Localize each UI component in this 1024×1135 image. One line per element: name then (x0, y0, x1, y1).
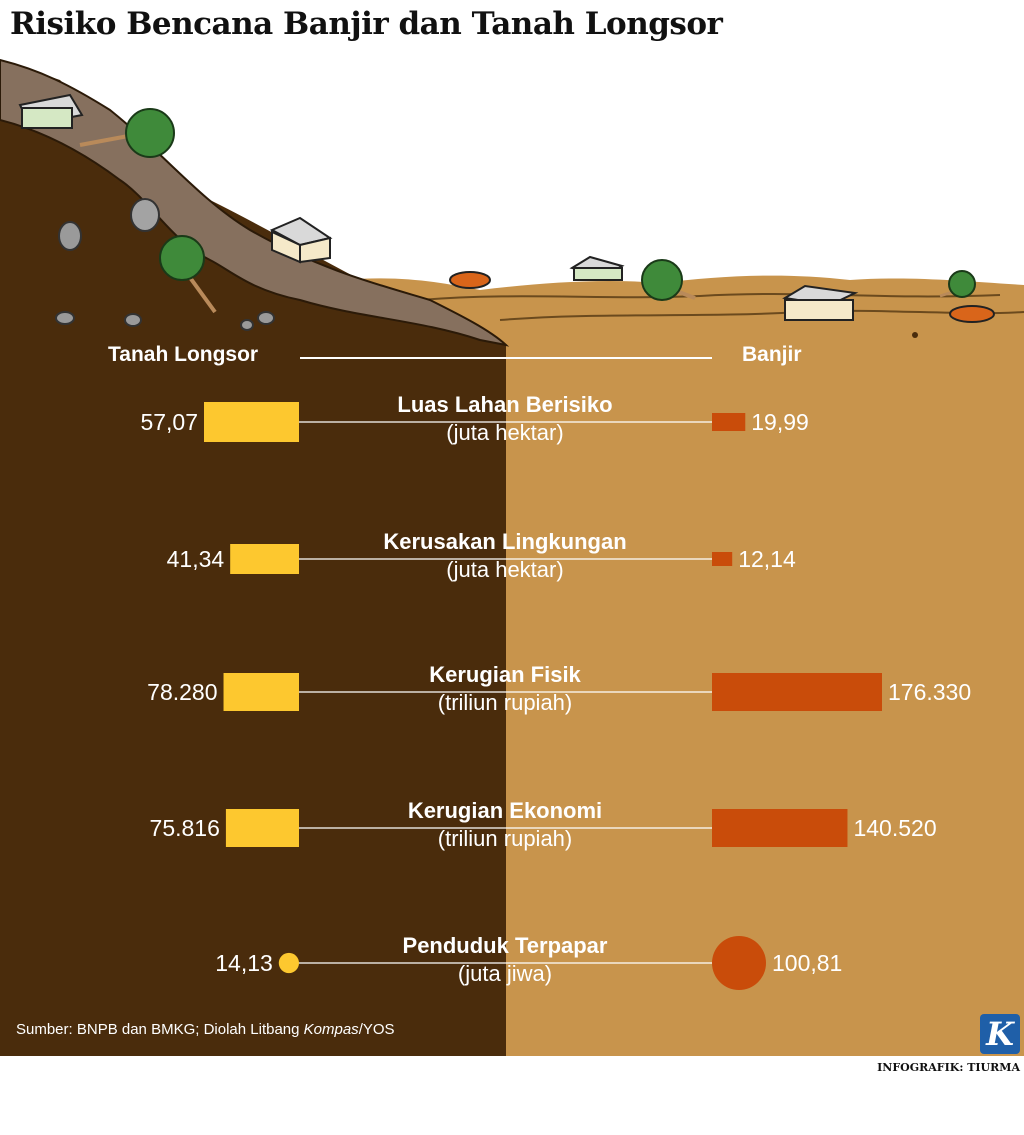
chart-marks (204, 402, 882, 990)
category-label: Kerugian Fisik (triliun rupiah) (300, 662, 710, 718)
house-icon (782, 284, 859, 321)
category-label: Kerusakan Lingkungan (juta hektar) (300, 529, 710, 585)
rock (58, 221, 82, 251)
bar-banjir (712, 673, 882, 711)
category-name: Luas Lahan Berisiko (397, 392, 613, 417)
category-name: Kerusakan Lingkungan (383, 529, 627, 554)
value-label-banjir: 176.330 (888, 679, 972, 705)
tree-icon (79, 108, 175, 158)
bar-tanah-longsor (230, 544, 299, 574)
source-note: Sumber: BNPB dan BMKG; Diolah Litbang Ko… (16, 1021, 395, 1038)
category-label: Luas Lahan Berisiko (juta hektar) (300, 392, 710, 448)
infographic-credit: INFOGRAFIK: TIURMA (877, 1061, 1020, 1074)
series-header-banjir: Banjir (742, 343, 802, 366)
category-label: Penduduk Terpapar (juta jiwa) (300, 933, 710, 989)
chart-title: Risiko Bencana Banjir dan Tanah Longsor (10, 6, 723, 42)
house-icon (18, 93, 84, 129)
rock (257, 311, 275, 325)
tree-icon (159, 235, 217, 314)
source-suffix: /YOS (358, 1021, 395, 1038)
value-label-banjir: 100,81 (772, 950, 843, 976)
source-italic: Kompas (303, 1021, 359, 1038)
tree-icon (939, 270, 976, 298)
tree-icon (641, 259, 696, 301)
value-label-banjir: 140.520 (853, 815, 937, 841)
rock (130, 198, 160, 232)
house-icon (569, 255, 625, 281)
bar-banjir (712, 552, 733, 566)
value-label-tanah-longsor: 41,34 (166, 546, 225, 572)
circle-tanah-longsor (278, 952, 299, 974)
value-label-tanah-longsor: 78.280 (147, 679, 218, 705)
series-header-tanah-longsor: Tanah Longsor (108, 343, 259, 366)
category-name: Kerugian Fisik (429, 662, 581, 687)
boat-icon (449, 271, 491, 289)
bar-tanah-longsor (204, 402, 299, 442)
rock (912, 332, 918, 338)
category-unit: (juta jiwa) (457, 961, 553, 986)
circle-banjir (712, 936, 766, 990)
value-label-banjir: 12,14 (738, 546, 796, 572)
value-label-tanah-longsor: 14,13 (215, 950, 273, 976)
category-unit: (juta hektar) (446, 557, 564, 582)
category-label: Kerugian Ekonomi (triliun rupiah) (300, 798, 710, 854)
bar-banjir (712, 413, 746, 431)
rock (240, 319, 254, 331)
bar-tanah-longsor (223, 673, 299, 711)
value-label-tanah-longsor: 57,07 (140, 409, 198, 435)
source-prefix: Sumber: BNPB dan BMKG; Diolah Litbang (16, 1021, 304, 1038)
flood-ground (340, 275, 1024, 1056)
category-unit: (juta hektar) (446, 420, 564, 445)
hill-dark (0, 60, 506, 345)
house-icon (269, 216, 333, 264)
boat-icon (949, 305, 995, 323)
rock (124, 313, 142, 327)
value-label-tanah-longsor: 75.816 (149, 815, 220, 841)
bar-tanah-longsor (225, 809, 299, 847)
bar-banjir (712, 809, 848, 847)
category-unit: (triliun rupiah) (437, 690, 573, 715)
rock (55, 311, 75, 325)
kompas-logo: K (980, 1014, 1020, 1054)
category-name: Kerugian Ekonomi (407, 798, 603, 823)
value-label-banjir: 19,99 (751, 409, 809, 435)
category-unit: (triliun rupiah) (437, 826, 573, 851)
category-name: Penduduk Terpapar (402, 933, 608, 958)
